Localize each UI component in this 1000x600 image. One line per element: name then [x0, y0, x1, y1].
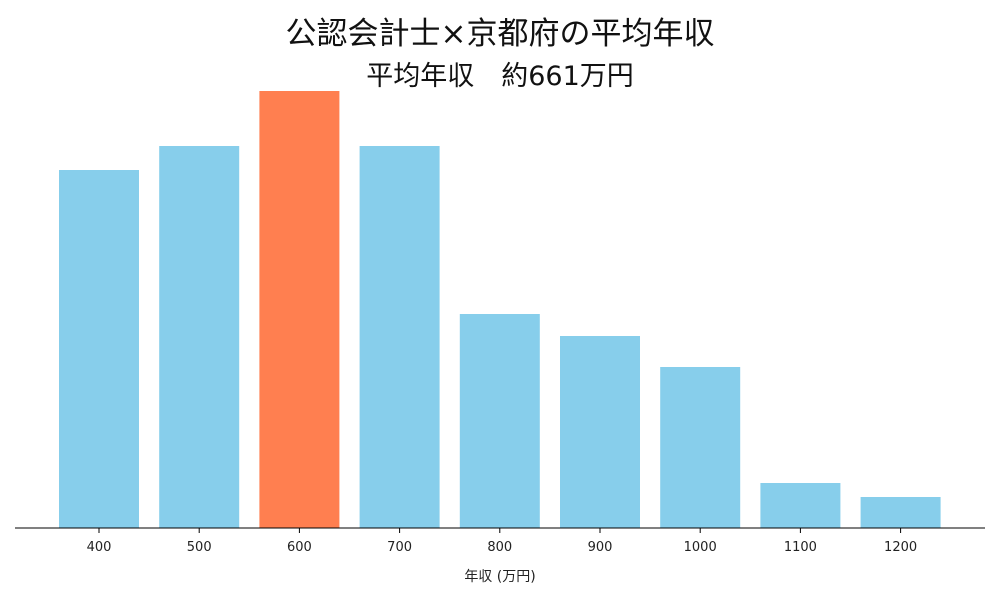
bar-600	[259, 91, 340, 528]
x-tick-label: 800	[487, 540, 512, 555]
x-tick-label: 1000	[684, 540, 717, 555]
x-tick-label: 1100	[784, 540, 817, 555]
x-tick-label: 400	[87, 540, 112, 555]
x-tick-label: 700	[387, 540, 412, 555]
x-tick-label: 1200	[884, 540, 917, 555]
x-tick-label: 500	[187, 540, 212, 555]
bar-1100	[760, 483, 841, 528]
x-tick-label: 900	[588, 540, 613, 555]
bar-400	[59, 170, 139, 528]
bar-800	[459, 314, 540, 528]
bar-1000	[660, 367, 741, 528]
x-tick-label: 600	[287, 540, 312, 555]
x-axis-label: 年収 (万円)	[464, 569, 536, 585]
chart-subtitle: 平均年収 約661万円	[366, 61, 634, 92]
bar-900	[560, 336, 640, 528]
bar-700	[359, 146, 440, 528]
chart-title: 公認会計士×京都府の平均年収	[285, 16, 715, 52]
bar-500	[159, 146, 240, 528]
bar-1200	[860, 497, 941, 528]
